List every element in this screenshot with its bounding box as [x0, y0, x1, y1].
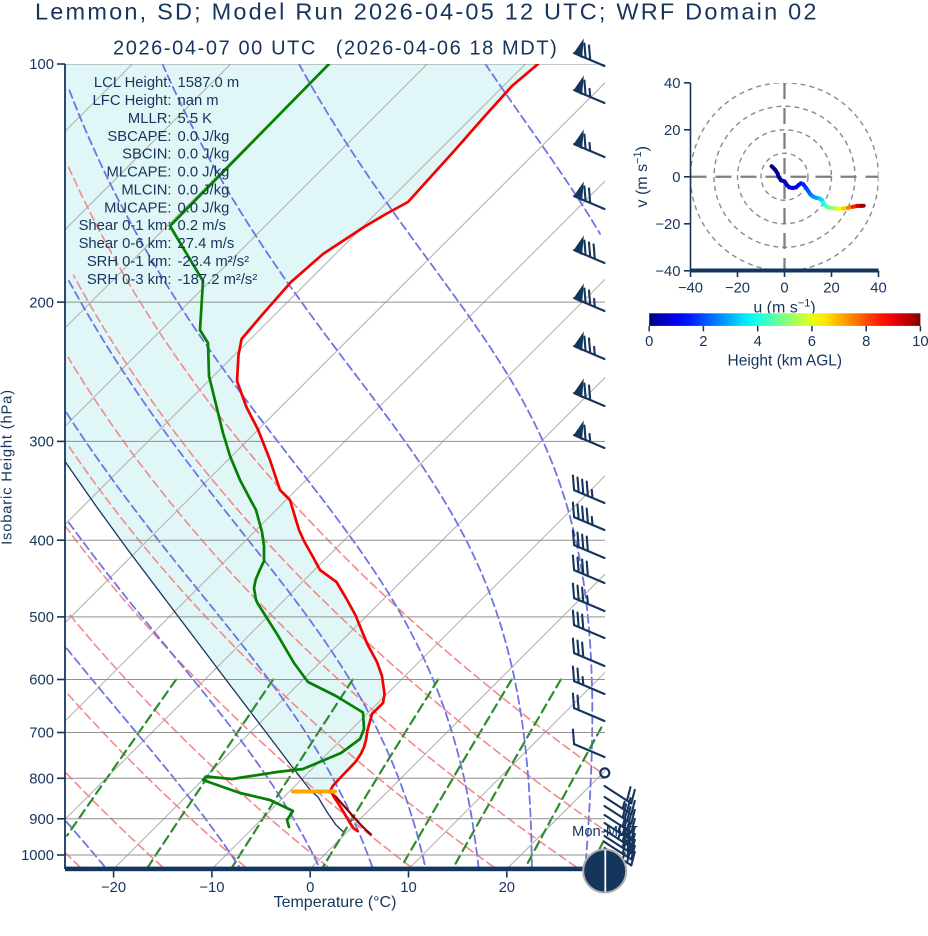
svg-text:600: 600: [29, 673, 54, 689]
svg-text:0.0 J/kg: 0.0 J/kg: [178, 182, 230, 198]
svg-text:0.2 m/s: 0.2 m/s: [178, 218, 227, 234]
svg-text:Shear 0-1 km:: Shear 0-1 km:: [79, 218, 172, 234]
svg-text:MUCAPE:: MUCAPE:: [104, 200, 171, 216]
svg-text:6: 6: [808, 334, 816, 350]
svg-text:Temperature (°C): Temperature (°C): [274, 894, 397, 911]
svg-text:nan m: nan m: [178, 93, 219, 109]
svg-text:20: 20: [823, 281, 839, 297]
svg-text:-23.4 m²/s²: -23.4 m²/s²: [178, 254, 250, 270]
svg-text:−40: −40: [655, 264, 680, 280]
svg-text:−20: −20: [101, 880, 126, 896]
svg-text:0.0 J/kg: 0.0 J/kg: [178, 165, 230, 181]
svg-text:0: 0: [780, 281, 788, 297]
svg-text:1587.0 m: 1587.0 m: [178, 75, 240, 91]
svg-text:−20: −20: [655, 217, 680, 233]
svg-text:20: 20: [499, 880, 515, 896]
svg-text:800: 800: [29, 772, 54, 788]
svg-text:Shear 0-6 km:: Shear 0-6 km:: [79, 236, 172, 252]
svg-text:400: 400: [29, 533, 54, 549]
svg-text:40: 40: [664, 76, 680, 92]
svg-text:10: 10: [400, 880, 416, 896]
svg-text:20: 20: [664, 123, 680, 139]
svg-text:700: 700: [29, 726, 54, 742]
svg-text:27.4 m/s: 27.4 m/s: [178, 236, 235, 252]
svg-text:-187.2 m²/s²: -187.2 m²/s²: [178, 272, 258, 288]
svg-text:MLCAPE:: MLCAPE:: [107, 165, 172, 181]
svg-text:5.5 K: 5.5 K: [178, 111, 213, 127]
svg-text:0.0 J/kg: 0.0 J/kg: [178, 200, 230, 216]
svg-text:LCL Height:: LCL Height:: [94, 75, 172, 91]
svg-text:0: 0: [672, 170, 680, 186]
svg-text:200: 200: [29, 295, 54, 311]
svg-text:Mon-MDT: Mon-MDT: [572, 824, 638, 840]
svg-text:2: 2: [699, 334, 707, 350]
svg-text:0.0 J/kg: 0.0 J/kg: [178, 129, 230, 145]
svg-text:SBCAPE:: SBCAPE:: [107, 129, 171, 145]
svg-text:SRH 0-3 km:: SRH 0-3 km:: [87, 272, 172, 288]
svg-text:0.0 J/kg: 0.0 J/kg: [178, 147, 230, 163]
svg-text:SRH 0-1 km:: SRH 0-1 km:: [87, 254, 172, 270]
svg-text:10: 10: [912, 334, 928, 350]
svg-text:1000: 1000: [21, 848, 54, 864]
svg-text:Height (km AGL): Height (km AGL): [728, 353, 843, 370]
svg-text:LFC Height:: LFC Height:: [93, 93, 172, 109]
svg-text:0: 0: [645, 334, 653, 350]
svg-text:−20: −20: [725, 281, 750, 297]
svg-text:0: 0: [306, 880, 314, 896]
svg-text:MLCIN:: MLCIN:: [121, 182, 171, 198]
svg-text:500: 500: [29, 610, 54, 626]
svg-text:300: 300: [29, 435, 54, 451]
svg-text:40: 40: [870, 281, 886, 297]
svg-text:4: 4: [754, 334, 762, 350]
svg-text:MLLR:: MLLR:: [128, 111, 172, 127]
svg-text:SBCIN:: SBCIN:: [122, 147, 171, 163]
svg-text:Isobaric Height (hPa): Isobaric Height (hPa): [0, 389, 16, 545]
svg-text:−40: −40: [678, 281, 703, 297]
svg-text:8: 8: [862, 334, 870, 350]
svg-text:2026-04-07 00 UTC (2026-04-06: 2026-04-07 00 UTC (2026-04-06 18 MDT): [113, 38, 558, 60]
svg-text:−10: −10: [199, 880, 224, 896]
svg-text:900: 900: [29, 812, 54, 828]
svg-text:Lemmon, SD; Model Run 2026-04-: Lemmon, SD; Model Run 2026-04-05 12 UTC;…: [35, 0, 819, 25]
svg-text:100: 100: [29, 57, 54, 73]
